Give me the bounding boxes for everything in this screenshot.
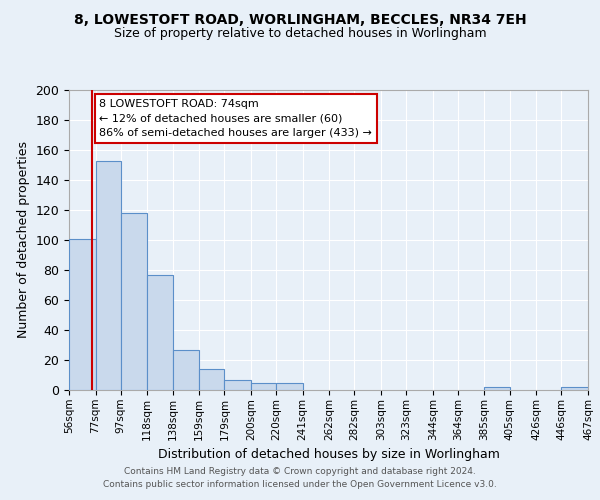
Bar	[95, 160, 121, 390]
Text: Size of property relative to detached houses in Worlingham: Size of property relative to detached ho…	[113, 28, 487, 40]
Text: Contains HM Land Registry data © Crown copyright and database right 2024.: Contains HM Land Registry data © Crown c…	[124, 467, 476, 476]
X-axis label: Distribution of detached houses by size in Worlingham: Distribution of detached houses by size …	[158, 448, 499, 461]
Bar	[276, 382, 302, 390]
Text: Contains public sector information licensed under the Open Government Licence v3: Contains public sector information licen…	[103, 480, 497, 489]
Bar	[484, 387, 510, 390]
Bar	[69, 238, 95, 390]
Bar	[224, 380, 251, 390]
Bar	[147, 274, 173, 390]
Text: 8 LOWESTOFT ROAD: 74sqm
← 12% of detached houses are smaller (60)
86% of semi-de: 8 LOWESTOFT ROAD: 74sqm ← 12% of detache…	[100, 98, 372, 138]
Text: 8, LOWESTOFT ROAD, WORLINGHAM, BECCLES, NR34 7EH: 8, LOWESTOFT ROAD, WORLINGHAM, BECCLES, …	[74, 12, 526, 26]
Bar	[173, 350, 199, 390]
Bar	[199, 369, 224, 390]
Y-axis label: Number of detached properties: Number of detached properties	[17, 142, 30, 338]
Bar	[562, 387, 588, 390]
Bar	[121, 213, 147, 390]
Bar	[251, 382, 276, 390]
